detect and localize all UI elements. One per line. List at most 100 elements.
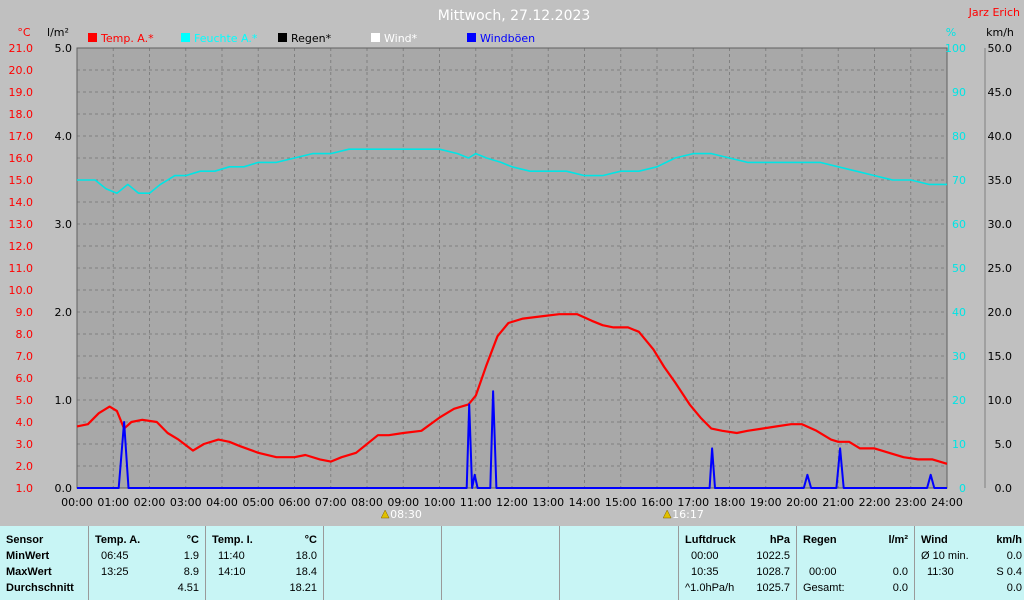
empty-column-1: [323, 526, 441, 600]
sun-event-icon: [662, 509, 672, 519]
humidity-tick-label: 40: [952, 306, 966, 319]
wind-avg10-value: 0.0: [1006, 550, 1022, 562]
x-tick-label: 16:00: [641, 496, 673, 509]
row-label-avg: Durchschnitt: [6, 582, 74, 594]
rain-max-time: 00:00: [809, 566, 837, 578]
x-tick-label: 14:00: [569, 496, 601, 509]
pressure-column: Luftdruck hPa 00:00 1022.5 10:35 1028.7 …: [678, 526, 796, 600]
row-label-max: MaxWert: [6, 566, 52, 578]
wind-max-value: S 0.4: [996, 566, 1022, 578]
legend-label: Regen*: [291, 32, 332, 45]
sun-event-icon: [380, 509, 390, 519]
statistics-table: Sensor MinWert MaxWert Durchschnitt Temp…: [0, 526, 1024, 600]
humidity-tick-label: 90: [952, 86, 966, 99]
chart-title: Mittwoch, 27.12.2023: [438, 8, 591, 24]
temp-a-max-time: 13:25: [101, 566, 129, 578]
x-tick-label: 19:00: [750, 496, 782, 509]
temp-i-max-time: 14:10: [218, 566, 246, 578]
empty-column-3: [559, 526, 678, 600]
x-tick-label: 07:00: [315, 496, 347, 509]
wind-tick-label: 5.0: [995, 438, 1013, 451]
temp-tick-label: 9.0: [16, 306, 34, 319]
temp-i-column: Temp. I. °C 11:40 18.0 14:10 18.4 18.21: [205, 526, 323, 600]
temp-tick-label: 15.0: [9, 174, 34, 187]
legend-label: Temp. A.*: [100, 32, 154, 45]
wind-unit: km/h: [996, 534, 1022, 546]
rain-tick-label: 1.0: [55, 394, 73, 407]
x-tick-label: 11:00: [460, 496, 492, 509]
temp-i-min-time: 11:40: [218, 550, 245, 562]
rain-tick-label: 0.0: [55, 482, 73, 495]
weather-chart: 00:00 01:00 02:00 03:00 04:00 05:00 06:00 07:00…: [8, 6, 1021, 521]
rain-max-value: 0.0: [892, 566, 908, 578]
temp-a-avg-value: 4.51: [177, 582, 199, 594]
x-tick-label: 18:00: [714, 496, 746, 509]
wind-tick-label: 40.0: [988, 130, 1013, 143]
temp-a-column: Temp. A. °C 06:45 1.9 13:25 8.9 4.51: [88, 526, 205, 600]
temp-i-unit: °C: [304, 534, 317, 546]
temp-i-min-value: 18.0: [295, 550, 317, 562]
humidity-tick-label: 80: [952, 130, 966, 143]
sun-event-label: 08:30: [390, 508, 422, 521]
temp-tick-label: 21.0: [9, 42, 34, 55]
wind-tick-label: 10.0: [988, 394, 1013, 407]
x-tick-label: 12:00: [496, 496, 528, 509]
x-tick-label: 15:00: [605, 496, 637, 509]
temp-a-header: Temp. A.: [95, 534, 141, 546]
x-tick-label: 01:00: [97, 496, 129, 509]
wind-tick-label: 30.0: [988, 218, 1013, 231]
series-line-temp: [76, 313, 948, 465]
legend: Temp. A.* Feuchte A.* Regen* Wind* Windböen: [88, 32, 535, 45]
temp-tick-label: 6.0: [16, 372, 34, 385]
legend-label: Windböen: [480, 32, 535, 45]
temp-tick-label: 7.0: [16, 350, 34, 363]
x-tick-label: 22:00: [859, 496, 891, 509]
wind-avg10-label: Ø 10 min.: [921, 550, 969, 562]
legend-swatch: [371, 33, 380, 42]
x-tick-label: 23:00: [895, 496, 927, 509]
humidity-tick-label: 50: [952, 262, 966, 275]
axes: 00:00 01:00 02:00 03:00 04:00 05:00 06:00 07:00…: [9, 26, 1014, 521]
wind-header: Wind: [921, 534, 948, 546]
sun-event-label: 16:17: [672, 508, 704, 521]
temp-tick-label: 11.0: [9, 262, 34, 275]
legend-swatch: [278, 33, 287, 42]
pressure-trend: ^1.0hPa/h: [685, 582, 735, 594]
empty-column-2: [441, 526, 559, 600]
humidity-tick-label: 0: [959, 482, 966, 495]
row-label-min: MinWert: [6, 550, 50, 562]
temp-a-min-value: 1.9: [183, 550, 199, 562]
temp-tick-label: 13.0: [9, 218, 34, 231]
chart-author: Jarz Erich: [968, 6, 1020, 19]
wind-unit-label: km/h: [986, 26, 1014, 39]
wind-max-time: 11:30: [927, 566, 954, 578]
wind-avg-value: 0.0: [1006, 582, 1022, 594]
rain-unit-label: l/m²: [47, 26, 69, 39]
x-tick-label: 17:00: [677, 496, 709, 509]
temp-tick-label: 12.0: [9, 240, 34, 253]
legend-swatch: [181, 33, 190, 42]
temp-unit-label: °C: [17, 26, 31, 39]
x-tick-label: 13:00: [532, 496, 564, 509]
x-tick-label: 10:00: [424, 496, 456, 509]
temp-tick-label: 1.0: [16, 482, 34, 495]
grid: [76, 47, 948, 489]
wind-tick-label: 25.0: [988, 262, 1013, 275]
x-tick-label: 02:00: [134, 496, 166, 509]
x-tick-label: 04:00: [206, 496, 238, 509]
temp-tick-label: 10.0: [9, 284, 34, 297]
temp-tick-label: 3.0: [16, 438, 34, 451]
legend-swatch: [467, 33, 476, 42]
temp-a-min-time: 06:45: [101, 550, 129, 562]
humidity-tick-label: 30: [952, 350, 966, 363]
wind-tick-label: 15.0: [988, 350, 1013, 363]
humidity-tick-label: 70: [952, 174, 966, 187]
temp-tick-label: 5.0: [16, 394, 34, 407]
temp-tick-label: 2.0: [16, 460, 34, 473]
rain-tick-label: 3.0: [55, 218, 73, 231]
temp-tick-label: 16.0: [9, 152, 34, 165]
rain-total-label: Gesamt:: [803, 582, 845, 594]
rain-tick-label: 4.0: [55, 130, 73, 143]
pressure-avg-value: 1025.7: [756, 582, 790, 594]
temp-i-header: Temp. I.: [212, 534, 253, 546]
